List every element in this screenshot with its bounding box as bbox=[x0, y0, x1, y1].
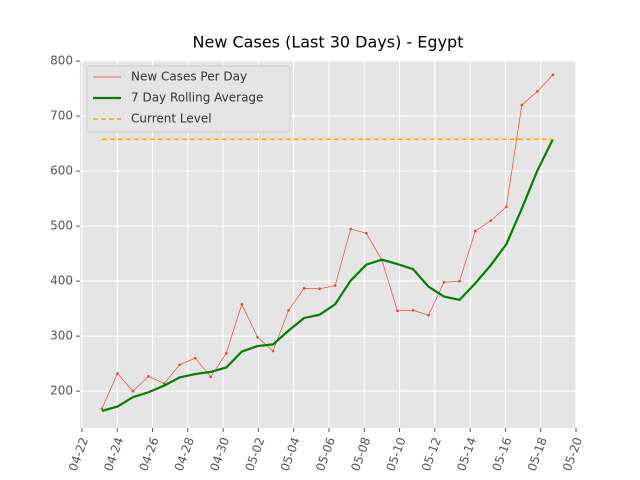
y-tick-label: 500 bbox=[50, 219, 73, 233]
point bbox=[505, 205, 508, 209]
point bbox=[365, 231, 368, 235]
point bbox=[489, 219, 493, 222]
y-tick-label: 700 bbox=[50, 109, 73, 123]
point bbox=[131, 389, 135, 393]
point bbox=[536, 90, 539, 93]
chart-title: New Cases (Last 30 Days) - Egypt bbox=[193, 33, 464, 52]
point bbox=[520, 103, 524, 107]
point bbox=[178, 363, 181, 367]
x-tick-label: 05-10 bbox=[384, 435, 409, 473]
x-tick-label: 04-30 bbox=[207, 435, 232, 473]
x-tick-label: 05-08 bbox=[348, 435, 373, 473]
x-tick-label: 05-16 bbox=[489, 435, 514, 473]
point bbox=[551, 73, 555, 77]
legend-box bbox=[86, 65, 291, 133]
x-tick-label: 05-12 bbox=[419, 435, 444, 473]
point bbox=[473, 229, 477, 233]
x-tick-label: 04-28 bbox=[172, 435, 197, 473]
legend-label: 7 Day Rolling Average bbox=[131, 91, 263, 105]
series-line bbox=[101, 138, 554, 413]
point bbox=[302, 286, 306, 290]
x-tick-label: 05-20 bbox=[560, 435, 585, 473]
point bbox=[442, 280, 446, 284]
point bbox=[396, 309, 399, 313]
point bbox=[224, 351, 228, 355]
point bbox=[349, 227, 352, 231]
point bbox=[318, 287, 321, 291]
x-tick-label: 05-14 bbox=[454, 435, 479, 473]
legend-label: New Cases Per Day bbox=[131, 70, 247, 84]
point bbox=[458, 279, 461, 283]
x-tick-label: 05-02 bbox=[242, 435, 267, 473]
point bbox=[411, 308, 415, 312]
point bbox=[333, 284, 337, 287]
point bbox=[116, 372, 119, 375]
legend-label: Current Level bbox=[131, 112, 212, 126]
point bbox=[427, 313, 430, 317]
point bbox=[209, 375, 213, 379]
x-tick-label: 05-18 bbox=[525, 435, 550, 473]
x-tick-label: 05-06 bbox=[313, 435, 338, 473]
x-tick-label: 04-26 bbox=[137, 435, 162, 473]
y-tick-label: 600 bbox=[50, 164, 73, 178]
x-tick-label: 04-22 bbox=[66, 435, 91, 473]
series-line bbox=[101, 74, 554, 409]
marks bbox=[100, 73, 555, 413]
point bbox=[240, 302, 244, 306]
point bbox=[271, 349, 275, 353]
y-tick-label: 200 bbox=[50, 384, 73, 398]
point bbox=[147, 374, 150, 378]
y-tick-label: 300 bbox=[50, 329, 73, 343]
x-tick-label: 04-24 bbox=[101, 435, 126, 473]
x-tick-label: 05-04 bbox=[278, 435, 303, 473]
y-tick-label: 400 bbox=[50, 274, 73, 288]
point bbox=[256, 335, 259, 339]
y-tick-label: 800 bbox=[50, 54, 73, 68]
point bbox=[193, 356, 197, 360]
point bbox=[287, 308, 290, 312]
point bbox=[100, 407, 104, 411]
